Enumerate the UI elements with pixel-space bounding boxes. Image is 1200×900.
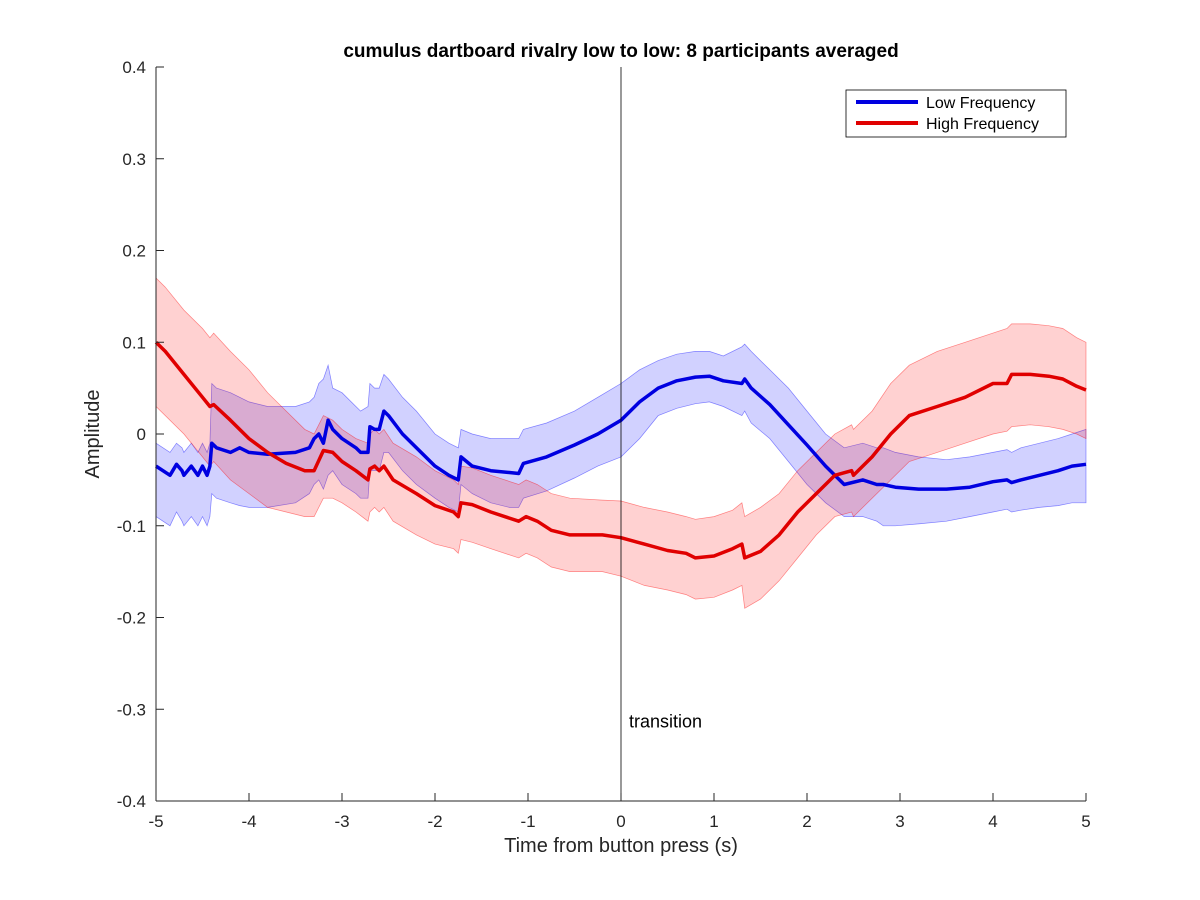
x-tick-label: -5 (148, 812, 163, 831)
x-tick-label: -1 (520, 812, 535, 831)
legend: Low Frequency High Frequency (845, 89, 1067, 138)
legend-label-low-frequency: Low Frequency (926, 95, 1035, 112)
y-axis-ticks: -0.4 -0.3 -0.2 -0.1 0 0.1 0.2 0.3 0.4 (117, 58, 164, 811)
x-axis-label: Time from button press (s) (504, 835, 738, 857)
y-tick-label: 0.3 (122, 150, 146, 169)
x-tick-label: 5 (1081, 812, 1090, 831)
y-tick-label: 0.1 (122, 333, 146, 352)
x-tick-label: 0 (616, 812, 625, 831)
chart-title: cumulus dartboard rivalry low to low: 8 … (343, 41, 898, 62)
y-tick-label: -0.2 (117, 609, 146, 628)
legend-label-high-frequency: High Frequency (926, 116, 1039, 133)
x-tick-label: 3 (895, 812, 904, 831)
line-high-frequency (154, 341, 1087, 560)
x-tick-label: -4 (241, 812, 256, 831)
x-tick-label: 2 (802, 812, 811, 831)
x-tick-label: 4 (988, 812, 997, 831)
y-tick-label: 0.2 (122, 242, 146, 261)
y-axis-label: Amplitude (82, 390, 104, 479)
series-lines (154, 341, 1087, 560)
y-tick-label: 0.4 (122, 58, 146, 77)
y-tick-label: -0.3 (117, 700, 146, 719)
legend-box (845, 89, 1067, 138)
y-tick-label: 0 (137, 425, 146, 444)
x-tick-label: -2 (427, 812, 442, 831)
y-tick-label: -0.4 (117, 792, 146, 811)
x-tick-label: 1 (709, 812, 718, 831)
y-tick-label: -0.1 (117, 517, 146, 536)
transition-annotation: transition (629, 712, 702, 732)
x-tick-label: -3 (334, 812, 349, 831)
x-axis-ticks: -5 -4 -3 -2 -1 0 1 2 3 4 5 (148, 793, 1091, 831)
line-low-frequency (155, 374, 1087, 491)
